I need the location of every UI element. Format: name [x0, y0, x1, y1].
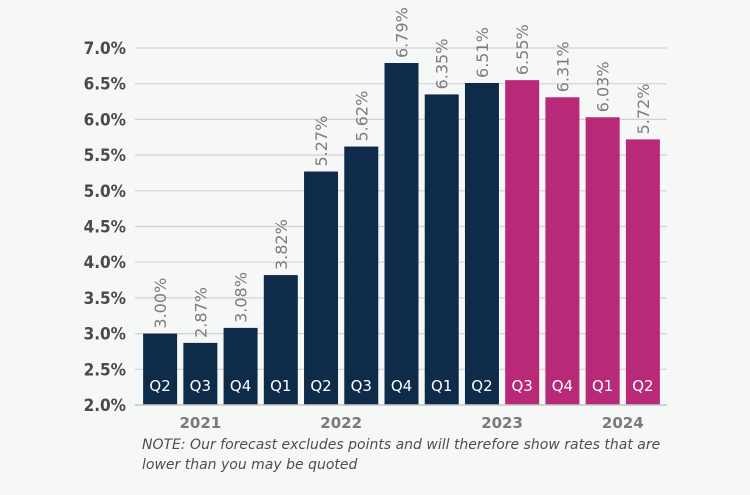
quarter-label: Q4 — [552, 377, 573, 395]
value-label: 2.87% — [191, 287, 210, 338]
forecast-bar — [625, 139, 660, 405]
y-tick-label: 3.0% — [84, 325, 126, 345]
y-tick-label: 4.0% — [84, 253, 126, 273]
y-tick-label: 5.5% — [84, 146, 126, 166]
quarter-label: Q2 — [632, 377, 653, 395]
forecast-bar — [505, 80, 540, 405]
quarter-label: Q2 — [149, 377, 170, 395]
actual-bar — [304, 171, 339, 405]
quarter-label: Q1 — [270, 377, 291, 395]
y-tick-label: 2.0% — [84, 396, 126, 416]
y-tick-label: 4.5% — [84, 218, 126, 238]
value-label: 6.79% — [393, 7, 412, 58]
quarter-label: Q3 — [190, 377, 211, 395]
year-label: 2022 — [320, 414, 362, 430]
quarter-label: Q4 — [391, 377, 412, 395]
year-label: 2021 — [179, 414, 221, 430]
forecast-note: NOTE: Our forecast excludes points and w… — [142, 437, 661, 473]
y-tick-label: 5.0% — [84, 182, 126, 202]
y-tick-label: 2.5% — [84, 360, 126, 380]
quarter-label: Q1 — [592, 377, 613, 395]
value-label: 3.00% — [151, 278, 170, 329]
quarter-label: Q2 — [310, 377, 331, 395]
year-label: 2023 — [481, 414, 523, 430]
quarter-label: Q1 — [431, 377, 452, 395]
quarter-label: Q2 — [471, 377, 492, 395]
value-label: 5.27% — [312, 116, 331, 167]
actual-bar — [143, 333, 178, 405]
value-label: 6.51% — [473, 27, 492, 78]
bars: 3.00% Q2 2.87% Q3 3.08% Q4 3.82% Q1 5.27% Q2 5.62%… — [143, 7, 660, 406]
y-tick-label: 6.5% — [84, 75, 126, 95]
value-label: 3.82% — [272, 219, 291, 270]
x-axis: 2021 2022 2023 2024 — [135, 404, 667, 430]
value-label: 6.03% — [594, 61, 613, 112]
value-label: 6.55% — [513, 24, 532, 75]
y-tick-label: 6.0% — [84, 110, 126, 130]
value-label: 5.72% — [634, 84, 653, 135]
actual-bar — [223, 327, 258, 405]
forecast-bar — [585, 117, 620, 406]
value-label: 6.35% — [433, 39, 452, 90]
actual-bar — [344, 146, 379, 406]
forecast-bar — [545, 97, 580, 406]
y-axis: 2.0% 2.5% 3.0% 3.5% 4.0% 4.5% 5.0% 5.5% 6.0% 6.5%… — [84, 39, 126, 416]
actual-bar — [384, 62, 419, 406]
quarter-label: Q3 — [512, 377, 533, 395]
actual-bar — [424, 94, 459, 405]
actual-bar — [183, 342, 218, 405]
value-label: 6.31% — [553, 41, 572, 92]
value-label: 5.62% — [352, 91, 371, 142]
actual-bar — [464, 82, 499, 406]
y-tick-label: 3.5% — [84, 289, 126, 309]
quarter-label: Q3 — [351, 377, 372, 395]
value-label: 3.08% — [232, 272, 251, 323]
actual-bar — [263, 275, 298, 405]
year-label: 2024 — [602, 414, 644, 430]
mortgage-rate-chart: 2.0% 2.5% 3.0% 3.5% 4.0% 4.5% 5.0% 5.5% 6.0% 6.5%… — [84, 7, 667, 430]
quarter-label: Q4 — [230, 377, 251, 395]
y-tick-label: 7.0% — [84, 39, 126, 59]
